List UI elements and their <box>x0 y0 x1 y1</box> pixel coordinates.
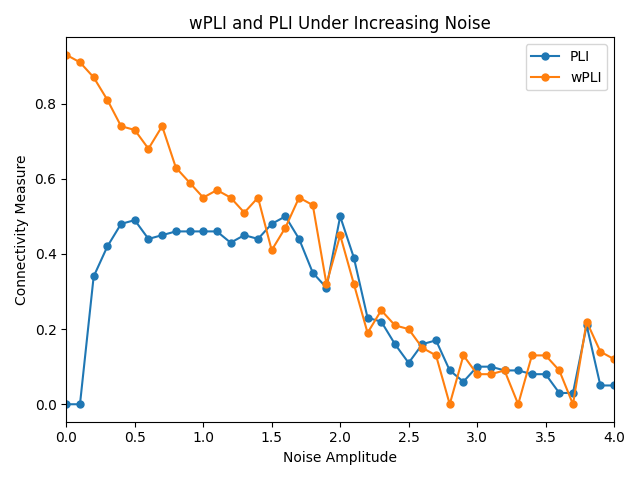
wPLI <box>186 180 193 185</box>
wPLI <box>117 123 125 129</box>
PLI <box>378 319 385 324</box>
PLI <box>90 274 97 279</box>
wPLI <box>63 52 70 58</box>
wPLI <box>610 356 618 362</box>
wPLI <box>391 323 399 328</box>
PLI <box>172 228 180 234</box>
wPLI <box>131 127 139 133</box>
wPLI <box>227 195 234 201</box>
wPLI <box>500 368 508 373</box>
wPLI <box>104 97 111 103</box>
wPLI <box>487 372 495 377</box>
wPLI <box>378 307 385 313</box>
PLI <box>268 221 276 227</box>
wPLI <box>460 352 467 358</box>
PLI <box>323 285 330 291</box>
PLI <box>186 228 193 234</box>
wPLI <box>309 202 317 208</box>
wPLI <box>596 349 604 355</box>
PLI <box>500 368 508 373</box>
wPLI <box>583 319 591 324</box>
wPLI <box>90 74 97 80</box>
wPLI <box>158 123 166 129</box>
PLI <box>432 337 440 343</box>
wPLI <box>268 247 276 253</box>
PLI <box>364 315 371 321</box>
PLI <box>158 232 166 238</box>
PLI <box>446 368 454 373</box>
wPLI <box>350 281 358 287</box>
wPLI <box>323 281 330 287</box>
wPLI <box>200 195 207 201</box>
PLI <box>528 372 536 377</box>
PLI <box>63 401 70 407</box>
PLI <box>487 364 495 370</box>
PLI <box>309 270 317 276</box>
wPLI <box>569 401 577 407</box>
wPLI <box>473 372 481 377</box>
PLI <box>610 383 618 388</box>
PLI <box>350 255 358 261</box>
wPLI <box>556 368 563 373</box>
X-axis label: Noise Amplitude: Noise Amplitude <box>283 451 397 465</box>
PLI <box>76 401 84 407</box>
PLI <box>145 236 152 242</box>
wPLI <box>446 401 454 407</box>
PLI <box>241 232 248 238</box>
PLI <box>391 341 399 347</box>
wPLI <box>432 352 440 358</box>
wPLI <box>528 352 536 358</box>
PLI <box>541 372 549 377</box>
PLI <box>460 379 467 384</box>
PLI <box>583 323 591 328</box>
PLI <box>131 217 139 223</box>
PLI <box>337 214 344 219</box>
PLI <box>213 228 221 234</box>
wPLI <box>241 210 248 216</box>
PLI <box>254 236 262 242</box>
PLI <box>282 214 289 219</box>
Title: wPLI and PLI Under Increasing Noise: wPLI and PLI Under Increasing Noise <box>189 15 491 33</box>
wPLI <box>337 232 344 238</box>
wPLI <box>419 345 426 351</box>
PLI <box>104 243 111 249</box>
wPLI <box>172 165 180 170</box>
wPLI <box>76 60 84 65</box>
PLI <box>227 240 234 246</box>
PLI <box>419 341 426 347</box>
PLI <box>569 390 577 396</box>
wPLI <box>364 330 371 336</box>
Legend: PLI, wPLI: PLI, wPLI <box>525 44 607 90</box>
wPLI <box>145 146 152 152</box>
Line: wPLI: wPLI <box>63 51 618 408</box>
Y-axis label: Connectivity Measure: Connectivity Measure <box>15 154 29 305</box>
wPLI <box>295 195 303 201</box>
PLI <box>556 390 563 396</box>
wPLI <box>213 187 221 193</box>
Line: PLI: PLI <box>63 213 618 408</box>
PLI <box>596 383 604 388</box>
PLI <box>117 221 125 227</box>
wPLI <box>254 195 262 201</box>
PLI <box>295 236 303 242</box>
PLI <box>405 360 413 366</box>
wPLI <box>405 326 413 332</box>
PLI <box>515 368 522 373</box>
wPLI <box>515 401 522 407</box>
PLI <box>200 228 207 234</box>
wPLI <box>541 352 549 358</box>
PLI <box>473 364 481 370</box>
wPLI <box>282 225 289 230</box>
